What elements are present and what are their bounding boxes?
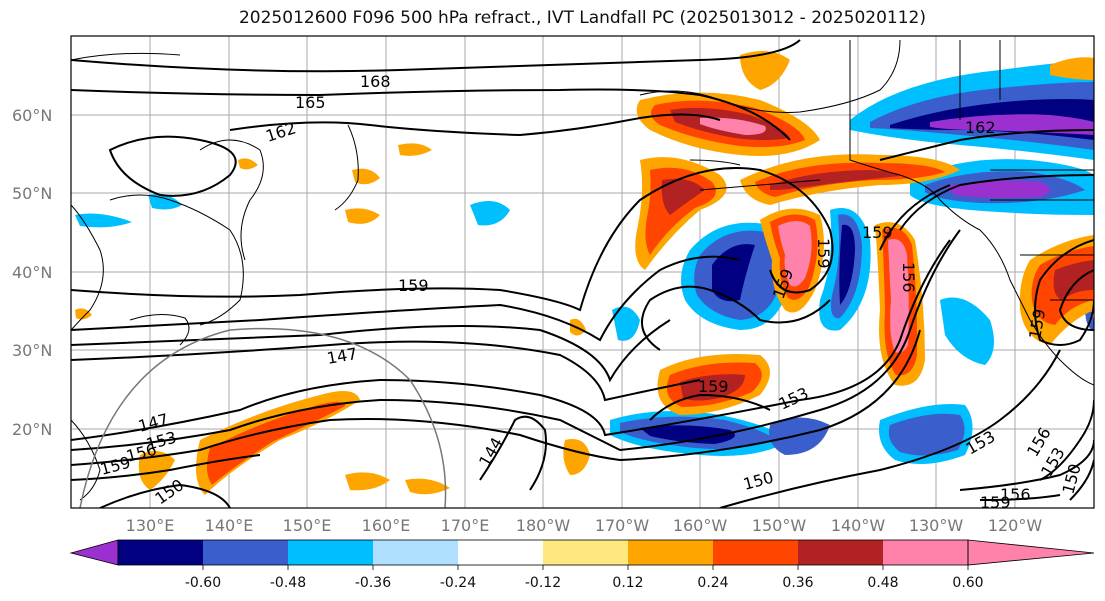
colorbar-segment (458, 540, 543, 565)
colorbar-extend-max (967, 539, 1095, 566)
negative-anomaly-fill (75, 60, 1094, 464)
contour-label: 159 (814, 238, 833, 269)
colorbar-tick-label: 0.60 (952, 575, 983, 591)
colorbar-segment (798, 540, 883, 565)
lon-label: 160°E (362, 516, 411, 535)
lon-label: 170°E (441, 516, 490, 535)
contour-label: 162 (965, 118, 996, 137)
colorbar-segment (628, 540, 713, 565)
colorbar-tick-label: -0.36 (355, 575, 391, 591)
colorbar-segment (203, 540, 288, 565)
lat-label-60n: 60°N (12, 106, 52, 125)
colorbar: -0.60 -0.48 -0.36 -0.24 -0.12 0.12 0.24 … (69, 539, 1095, 591)
positive-anomaly-fill (75, 51, 1094, 495)
map-frame (70, 35, 1095, 509)
colorbar-segment (118, 540, 203, 565)
colorbar-segment (543, 540, 628, 565)
contour-label: 159 (398, 276, 429, 295)
map-title: 2025012600 F096 500 hPa refract., IVT La… (238, 8, 926, 28)
lon-label: 170°W (595, 516, 650, 535)
longitude-labels: 130°E 140°E 150°E 160°E 170°E 180°W 170°… (126, 516, 1043, 535)
lon-label: 120°W (988, 516, 1043, 535)
colorbar-segment (713, 540, 798, 565)
lon-label: 140°W (831, 516, 886, 535)
lon-label: 150°E (283, 516, 332, 535)
lon-label: 180°W (516, 516, 571, 535)
colorbar-segment (288, 540, 373, 565)
colorbar-extend-min (69, 539, 119, 566)
contour-label: 159 (698, 377, 729, 396)
lon-label: 130°W (909, 516, 964, 535)
colorbar-segment (373, 540, 458, 565)
lat-label-40n: 40°N (12, 263, 52, 282)
lon-label: 140°E (205, 516, 254, 535)
lat-label-50n: 50°N (12, 184, 52, 203)
colorbar-tick-label: -0.48 (270, 575, 306, 591)
colorbar-tick-label: 0.24 (697, 575, 728, 591)
colorbar-tick-label: 0.48 (867, 575, 898, 591)
height-contours (71, 39, 1094, 508)
contour-label: 168 (360, 72, 391, 91)
contour-label: 159 (862, 223, 893, 242)
colorbar-tick-label: 0.36 (782, 575, 813, 591)
contour-label: 165 (295, 93, 326, 112)
range-arc (79, 327, 447, 508)
contour-label: 156 (899, 262, 918, 293)
contour-label: 159 (980, 493, 1011, 512)
colorbar-tick-label: -0.12 (525, 575, 561, 591)
contour-labels: 168 165 162 159 147 147 153 156 159 150 … (98, 72, 1085, 512)
lat-label-30n: 30°N (12, 341, 52, 360)
colorbar-tick-label: -0.60 (185, 575, 221, 591)
lon-label: 130°E (126, 516, 175, 535)
lon-label: 150°W (752, 516, 807, 535)
colorbar-tick-label: -0.24 (440, 575, 476, 591)
colorbar-tick-label: 0.12 (612, 575, 643, 591)
lat-label-20n: 20°N (12, 420, 52, 439)
lon-label: 160°W (673, 516, 728, 535)
colorbar-segment (883, 540, 968, 565)
contour-label: 156 (1000, 485, 1031, 504)
latitude-labels: 60°N 50°N 40°N 30°N 20°N (12, 106, 52, 439)
